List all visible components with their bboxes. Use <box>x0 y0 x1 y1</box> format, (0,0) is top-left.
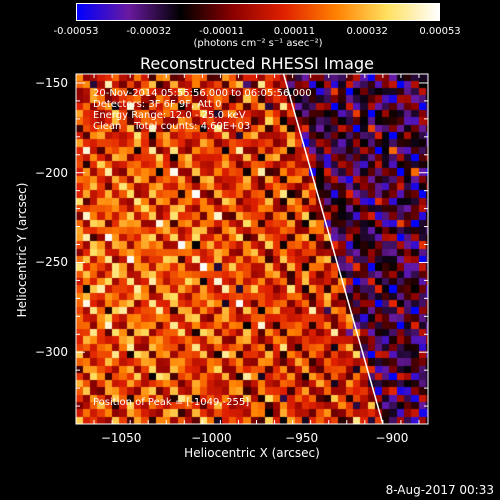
x-axis-label: Heliocentric X (arcsec) <box>184 446 320 460</box>
colorbar-tick-label: 0.00011 <box>273 26 316 37</box>
y-tick-label: −200 <box>35 165 68 180</box>
plot-area: 20-Nov-2014 05:55:56.000 to 06:05:56.000… <box>76 74 428 424</box>
colorbar-units: (photons cm⁻² s⁻¹ asec⁻²) <box>193 38 323 49</box>
y-tick-label: −250 <box>35 255 68 270</box>
x-tick-label: −900 <box>375 431 409 445</box>
colorbar-tick-label: 0.00053 <box>419 26 461 37</box>
energy-range-annotation: Energy Range: 12.0 - 25.0 keV <box>93 110 246 121</box>
time-range-annotation: 20-Nov-2014 05:55:56.000 to 06:05:56.000 <box>93 88 312 99</box>
y-tick-label: −150 <box>35 75 68 90</box>
peak-position-annotation: Position of Peak = [-1049,-255] <box>93 397 250 408</box>
detectors-annotation: Detectors: 3F 6F 9F, Att 0 <box>93 99 222 110</box>
x-tick-label: −1000 <box>191 431 232 445</box>
y-axis-label: Heliocentric Y (arcsec) <box>15 182 29 318</box>
clean-counts-annotation: Clean Total counts: 4.60E+03 <box>93 121 251 132</box>
colorbar <box>76 3 440 21</box>
footer-date: 8-Aug-2017 00:33 <box>385 483 494 497</box>
colorbar-tick-label: -0.00053 <box>53 26 99 37</box>
chart-title: Reconstructed RHESSI Image <box>140 54 374 73</box>
x-tick-label: −1050 <box>100 431 142 445</box>
colorbar-tick-label: -0.00032 <box>126 26 172 37</box>
x-tick-label: −950 <box>285 431 319 445</box>
colorbar-tick-label: 0.00032 <box>346 26 388 37</box>
colorbar-tick-label: -0.00011 <box>199 26 245 37</box>
y-tick-label: −300 <box>35 345 68 360</box>
